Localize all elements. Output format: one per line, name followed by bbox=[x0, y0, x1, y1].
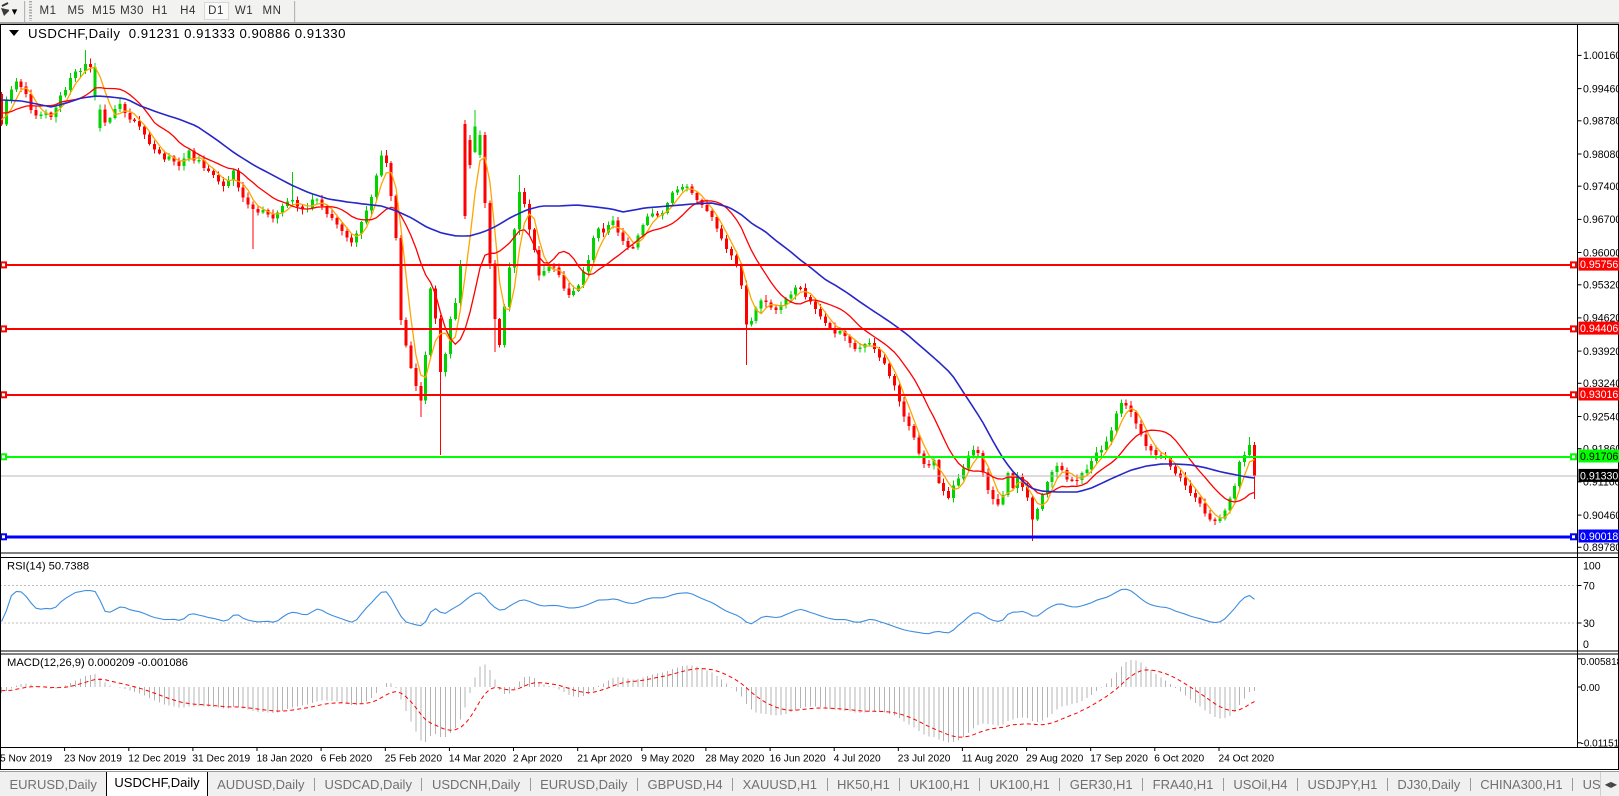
svg-text:25 Feb 2020: 25 Feb 2020 bbox=[385, 754, 443, 765]
svg-text:0.90460: 0.90460 bbox=[1583, 510, 1619, 522]
svg-text:0.96700: 0.96700 bbox=[1583, 214, 1619, 226]
svg-text:12 Dec 2019: 12 Dec 2019 bbox=[128, 754, 186, 765]
svg-text:28 May 2020: 28 May 2020 bbox=[705, 754, 764, 765]
svg-text:0.95320: 0.95320 bbox=[1583, 280, 1619, 292]
svg-text:0.95756: 0.95756 bbox=[1580, 259, 1618, 271]
svg-text:4 Jul 2020: 4 Jul 2020 bbox=[834, 754, 881, 765]
svg-text:100: 100 bbox=[1583, 561, 1601, 573]
svg-text:14 Mar 2020: 14 Mar 2020 bbox=[449, 754, 507, 765]
svg-text:29 Aug 2020: 29 Aug 2020 bbox=[1026, 754, 1084, 765]
svg-text:-0.011514: -0.011514 bbox=[1581, 739, 1619, 750]
svg-text:30: 30 bbox=[1583, 618, 1595, 630]
svg-text:17 Sep 2020: 17 Sep 2020 bbox=[1090, 754, 1148, 765]
svg-text:0.93920: 0.93920 bbox=[1583, 346, 1619, 358]
svg-text:1.00160: 1.00160 bbox=[1583, 50, 1619, 62]
svg-text:0.91330: 0.91330 bbox=[1580, 470, 1618, 482]
svg-text:11 Aug 2020: 11 Aug 2020 bbox=[962, 754, 1019, 765]
svg-text:RSI(14) 50.7388: RSI(14) 50.7388 bbox=[7, 561, 89, 573]
svg-text:5 Nov 2019: 5 Nov 2019 bbox=[0, 754, 52, 765]
svg-text:MACD(12,26,9) 0.000209 -0.0010: MACD(12,26,9) 0.000209 -0.001086 bbox=[7, 657, 188, 669]
svg-text:6 Feb 2020: 6 Feb 2020 bbox=[321, 754, 373, 765]
svg-text:31 Dec 2019: 31 Dec 2019 bbox=[192, 754, 250, 765]
svg-text:0.93016: 0.93016 bbox=[1580, 389, 1618, 401]
svg-text:0.92540: 0.92540 bbox=[1583, 411, 1619, 423]
svg-text:0.99460: 0.99460 bbox=[1583, 83, 1619, 95]
svg-text:21 Apr 2020: 21 Apr 2020 bbox=[577, 754, 632, 765]
svg-text:0: 0 bbox=[1583, 639, 1589, 651]
svg-text:USDCHF,Daily 0.91231 0.91333: USDCHF,Daily 0.91231 0.91333 0.90886 0.9… bbox=[28, 26, 346, 41]
svg-text:0.97400: 0.97400 bbox=[1583, 181, 1619, 193]
svg-text:0.98780: 0.98780 bbox=[1583, 116, 1619, 128]
svg-text:0.96000: 0.96000 bbox=[1583, 247, 1619, 259]
svg-text:0.005818: 0.005818 bbox=[1581, 657, 1619, 668]
svg-text:0.94406: 0.94406 bbox=[1580, 323, 1618, 335]
svg-text:0.91706: 0.91706 bbox=[1580, 451, 1618, 463]
svg-text:9 May 2020: 9 May 2020 bbox=[641, 754, 695, 765]
svg-text:0.98080: 0.98080 bbox=[1583, 149, 1619, 161]
svg-text:18 Jan 2020: 18 Jan 2020 bbox=[257, 754, 313, 765]
svg-text:24 Oct 2020: 24 Oct 2020 bbox=[1219, 754, 1275, 765]
svg-text:70: 70 bbox=[1583, 580, 1595, 592]
svg-text:0.89780: 0.89780 bbox=[1583, 542, 1619, 554]
svg-text:0.93240: 0.93240 bbox=[1583, 378, 1619, 390]
svg-text:16 Jun 2020: 16 Jun 2020 bbox=[770, 754, 826, 765]
svg-text:0.90018: 0.90018 bbox=[1580, 531, 1618, 543]
svg-text:2 Apr 2020: 2 Apr 2020 bbox=[513, 754, 563, 765]
svg-text:6 Oct 2020: 6 Oct 2020 bbox=[1154, 754, 1204, 765]
svg-text:23 Jul 2020: 23 Jul 2020 bbox=[898, 754, 951, 765]
svg-text:0.00: 0.00 bbox=[1581, 683, 1601, 694]
svg-text:23 Nov 2019: 23 Nov 2019 bbox=[64, 754, 122, 765]
